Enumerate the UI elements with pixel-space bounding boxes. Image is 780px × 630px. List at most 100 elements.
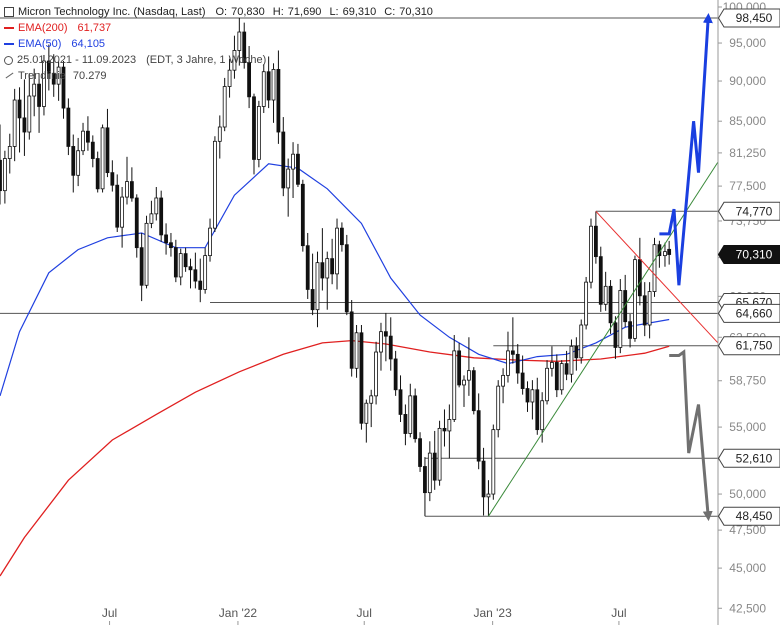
- candle-up: [497, 386, 500, 430]
- candle-down: [609, 286, 612, 322]
- candle-up: [213, 141, 216, 228]
- price-level-tag: 52,610: [719, 449, 780, 467]
- candle-down: [165, 235, 168, 243]
- candle-down: [18, 100, 21, 118]
- candle-down: [189, 267, 192, 270]
- candle-down: [614, 323, 617, 348]
- candle-down: [638, 260, 641, 296]
- candle-down: [72, 146, 75, 175]
- candle-down: [555, 362, 558, 389]
- candle-down: [130, 182, 133, 198]
- candle-down: [135, 198, 138, 248]
- ema200-label: EMA(200): [18, 20, 68, 36]
- candle-up: [82, 131, 85, 151]
- candle-up: [150, 214, 153, 223]
- ema200-value: 61,737: [78, 20, 112, 36]
- candle-up: [292, 154, 295, 169]
- candle-up: [619, 291, 622, 348]
- x-tick-label: Jul: [357, 606, 372, 620]
- price-tag-label: 64,660: [736, 306, 773, 320]
- clock-icon: [4, 56, 13, 65]
- candle-down: [331, 259, 334, 274]
- support-trendline: [488, 162, 718, 516]
- candle-up: [506, 351, 509, 375]
- price-tag-label: 98,450: [736, 11, 773, 25]
- candle-up: [13, 100, 16, 146]
- candle-down: [404, 414, 407, 433]
- ema50-value: 64,105: [71, 36, 105, 52]
- candle-up: [653, 245, 656, 292]
- candle-up: [570, 346, 573, 374]
- y-tick-label: 95,000: [729, 36, 766, 50]
- candle-down: [296, 154, 299, 184]
- legend-ema200-row[interactable]: EMA(200) 61,737: [4, 20, 433, 36]
- legend-range-row: 25.01.2021 - 11.09.2023 (EDT, 3 Jahre, 1…: [4, 52, 433, 68]
- legend-box-icon: [4, 7, 14, 17]
- candle-down: [526, 389, 529, 402]
- candle-down: [194, 270, 197, 281]
- candle-down: [0, 160, 2, 190]
- ohlc-close: 70,310: [399, 4, 433, 20]
- candle-down: [301, 184, 304, 245]
- ema50-label: EMA(50): [18, 36, 61, 52]
- candle-down: [511, 351, 514, 354]
- candle-down: [199, 281, 202, 289]
- candle-up: [633, 260, 636, 339]
- ohlc-high-label: H:: [273, 4, 284, 20]
- candle-down: [536, 390, 539, 430]
- price-level-tag: 48,450: [719, 507, 780, 525]
- ema50-swatch-icon: [4, 43, 14, 45]
- candle-up: [355, 333, 358, 369]
- candle-up: [316, 263, 319, 310]
- candle-down: [389, 336, 392, 359]
- candle-up: [125, 182, 128, 197]
- x-tick-label: Jan '22: [219, 606, 258, 620]
- legend-ema50-row[interactable]: EMA(50) 64,105: [4, 36, 433, 52]
- candle-up: [467, 371, 470, 380]
- candle-up: [257, 106, 260, 159]
- candle-up: [379, 332, 382, 352]
- candle-down: [419, 439, 422, 467]
- candle-up: [546, 368, 549, 400]
- candle-up: [145, 223, 148, 285]
- candle-up: [531, 390, 534, 402]
- candle-up: [560, 364, 563, 390]
- candle-up: [365, 403, 368, 423]
- candle-down: [472, 371, 475, 411]
- candle-up: [604, 286, 607, 304]
- candle-up: [28, 96, 31, 132]
- candle-up: [453, 351, 456, 420]
- candle-up: [428, 453, 431, 493]
- candle-down: [350, 312, 353, 368]
- candle-down: [252, 97, 255, 160]
- y-tick-label: 42,500: [729, 601, 766, 615]
- price-level-tag: 98,450: [719, 9, 780, 27]
- y-tick-label: 45,000: [729, 561, 766, 575]
- candle-up: [287, 169, 290, 188]
- candle-down: [599, 257, 602, 305]
- ohlc-open-label: O:: [216, 4, 228, 20]
- bear-projection-arrow: [669, 352, 708, 516]
- candle-down: [423, 467, 426, 493]
- y-tick-label: 77,500: [729, 179, 766, 193]
- trendline-label: Trendlinie: [18, 68, 66, 84]
- trendline-value: 70.279: [73, 68, 107, 84]
- candle-up: [585, 282, 588, 325]
- instrument-name: Micron Technology Inc. (Nasdaq, Last): [18, 4, 206, 20]
- candle-up: [590, 226, 593, 282]
- candle-up: [580, 325, 583, 358]
- candle-down: [477, 411, 480, 461]
- candle-down: [482, 461, 485, 497]
- candle-down: [643, 296, 646, 325]
- candle-down: [111, 173, 114, 186]
- price-level-tag: 64,660: [719, 304, 780, 322]
- candle-up: [223, 87, 226, 127]
- price-tag-label: 70,310: [736, 248, 773, 262]
- candle-down: [91, 142, 94, 158]
- legend-trend-row[interactable]: Trendlinie 70.279: [4, 68, 433, 84]
- bull-projection-arrow: [659, 18, 708, 285]
- candle-down: [521, 373, 524, 389]
- y-tick-label: 50,000: [729, 487, 766, 501]
